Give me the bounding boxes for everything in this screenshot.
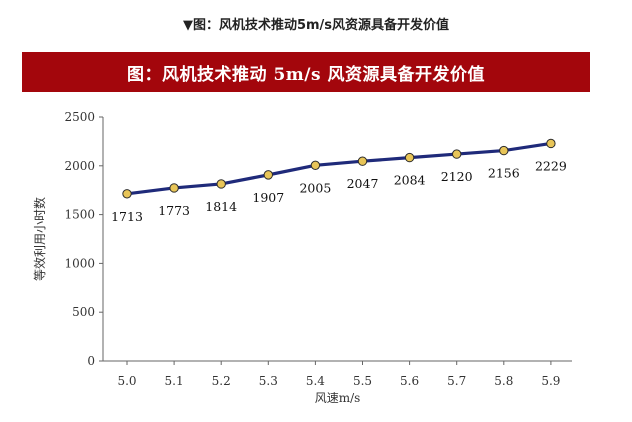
- y-axis-ticks: 0 500 1000 1500 2000 2500: [64, 110, 103, 368]
- data-label: 2005: [299, 180, 331, 195]
- chart-axes: [102, 117, 572, 362]
- x-axis-title: 风速m/s: [315, 391, 361, 405]
- y-tick-label: 500: [72, 305, 95, 319]
- data-label: 2120: [441, 169, 473, 184]
- series-line: [126, 141, 552, 196]
- data-point: [310, 160, 321, 171]
- x-tick-label: 5.1: [165, 374, 184, 388]
- y-tick-label: 2500: [64, 110, 95, 124]
- data-point: [452, 149, 462, 159]
- x-tick-label: 5.7: [447, 374, 466, 388]
- x-tick-label: 5.9: [541, 374, 560, 388]
- y-tick-label: 1000: [64, 256, 95, 270]
- data-labels-group: 1713 1773 1814 1907 2005 2047 2084 2120 2156 2229: [111, 158, 567, 223]
- x-axis-ticks: 5.0 5.1 5.2 5.3 5.4 5.5 5.6 5.7 5.8 5.9: [117, 361, 560, 388]
- data-points-group: [122, 138, 556, 199]
- y-tick-label: 1500: [64, 208, 95, 222]
- data-point: [263, 170, 273, 180]
- data-label: 2156: [488, 166, 520, 181]
- data-label: 1773: [158, 203, 190, 218]
- data-label: 2084: [394, 173, 426, 188]
- series-line-group: [126, 141, 552, 196]
- x-tick-label: 5.8: [494, 374, 513, 388]
- data-point: [546, 138, 556, 149]
- chart-title-banner: 图：风机技术推动 5m/s 风资源具备开发价值: [22, 52, 590, 92]
- data-label: 1814: [205, 199, 237, 214]
- y-tick-label: 0: [87, 354, 95, 368]
- data-label: 1713: [111, 209, 143, 224]
- figure-caption: ▼图：风机技术推动5m/s风资源具备开发价值: [182, 18, 450, 33]
- data-point: [404, 152, 415, 163]
- data-point: [357, 156, 368, 166]
- y-tick-label: 2000: [64, 159, 95, 173]
- x-tick-label: 5.6: [400, 374, 419, 388]
- y-axis-title: 等效利用小时数: [32, 197, 47, 281]
- data-label: 2047: [347, 176, 379, 191]
- x-tick-label: 5.5: [353, 374, 372, 388]
- x-tick-label: 5.3: [259, 374, 278, 388]
- x-tick-label: 5.2: [212, 374, 231, 388]
- x-tick-label: 5.0: [117, 374, 136, 388]
- data-point: [499, 145, 509, 156]
- data-label: 1907: [252, 190, 284, 205]
- x-tick-label: 5.4: [306, 374, 325, 388]
- data-point: [169, 183, 179, 193]
- data-point: [122, 189, 132, 199]
- data-point: [216, 179, 226, 189]
- data-label: 2229: [535, 158, 567, 173]
